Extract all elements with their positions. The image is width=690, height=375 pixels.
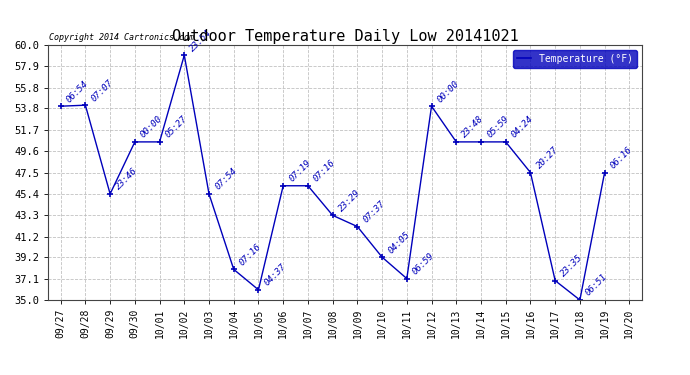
Title: Outdoor Temperature Daily Low 20141021: Outdoor Temperature Daily Low 20141021 xyxy=(172,29,518,44)
Text: 07:16: 07:16 xyxy=(312,158,337,184)
Text: 00:00: 00:00 xyxy=(139,114,164,140)
Text: 07:07: 07:07 xyxy=(90,78,115,103)
Text: 04:05: 04:05 xyxy=(386,230,412,255)
Text: 06:16: 06:16 xyxy=(609,145,634,170)
Text: 07:54: 07:54 xyxy=(213,166,239,192)
Legend: Temperature (°F): Temperature (°F) xyxy=(513,50,637,68)
Text: 23:46: 23:46 xyxy=(115,166,139,192)
Text: Copyright 2014 Cartronics.com: Copyright 2014 Cartronics.com xyxy=(49,33,194,42)
Text: 04:37: 04:37 xyxy=(263,262,288,288)
Text: 06:51: 06:51 xyxy=(584,273,609,298)
Text: 23:29: 23:29 xyxy=(337,188,362,213)
Text: 07:37: 07:37 xyxy=(362,199,387,224)
Text: 20:27: 20:27 xyxy=(535,145,560,170)
Text: 06:59: 06:59 xyxy=(411,251,436,276)
Text: 00:00: 00:00 xyxy=(435,79,461,104)
Text: 04:24: 04:24 xyxy=(510,114,535,140)
Text: 05:59: 05:59 xyxy=(485,114,511,140)
Text: 07:16: 07:16 xyxy=(238,242,264,267)
Text: 23:48: 23:48 xyxy=(460,114,486,140)
Text: 05:27: 05:27 xyxy=(164,114,189,140)
Text: 23:35: 23:35 xyxy=(560,253,584,279)
Text: 06:54: 06:54 xyxy=(65,79,90,104)
Text: 07:19: 07:19 xyxy=(287,158,313,184)
Text: 23:54: 23:54 xyxy=(188,28,214,53)
